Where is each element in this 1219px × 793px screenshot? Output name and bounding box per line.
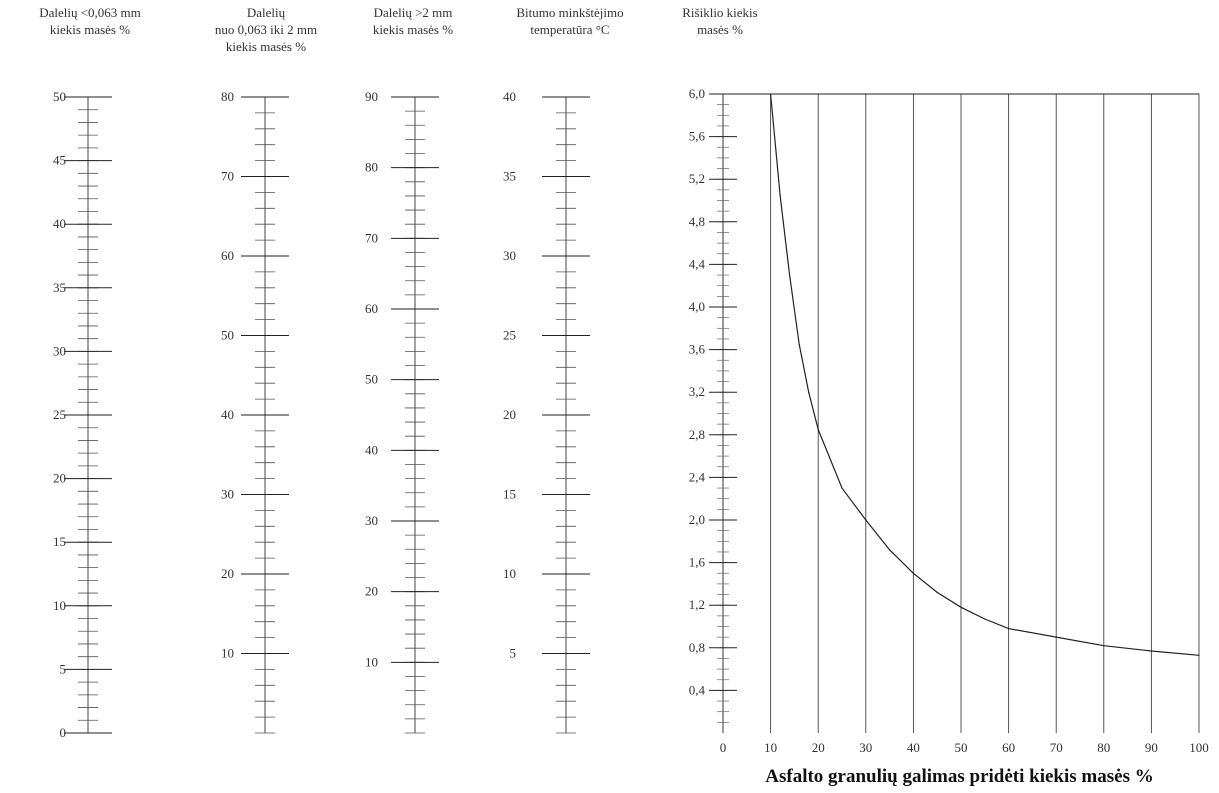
binder-curve-point (1055, 636, 1057, 638)
scale-2-tick-label: 60 (221, 248, 234, 263)
binder-curve-point (1008, 628, 1010, 630)
scale-1-tick-label: 20 (53, 471, 66, 486)
binder-curve-point (798, 343, 800, 345)
x-tick-label: 0 (720, 740, 727, 755)
scale-2-tick-label: 70 (221, 169, 234, 184)
scale-1-tick-label: 45 (53, 153, 66, 168)
binder-curve-point (808, 391, 810, 393)
scale-1-tick-label: 25 (53, 407, 66, 422)
scale-3-tick-label: 80 (365, 160, 378, 175)
y-tick-label: 4,8 (689, 214, 705, 229)
scale-4-tick-label: 15 (503, 487, 516, 502)
scale-4-tick-label: 20 (503, 407, 516, 422)
scale-binder-header: Rišiklio kiekis masės % (682, 5, 758, 37)
scale-1-tick-label: 15 (53, 534, 66, 549)
scale-3-tick-label: 90 (365, 89, 378, 104)
scale-3-tick-label: 50 (365, 372, 378, 387)
y-tick-label: 2,4 (689, 469, 706, 484)
scale-4-tick-label: 10 (503, 566, 516, 581)
x-tick-label: 10 (764, 740, 777, 755)
x-tick-label: 80 (1097, 740, 1110, 755)
scale-fines-header: Dalelių <0,063 mm kiekis masės % (39, 5, 141, 37)
y-tick-label: 3,6 (689, 342, 706, 357)
binder-curve-point (912, 572, 915, 574)
scale-2-tick-label: 20 (221, 566, 234, 581)
y-tick-label: 2,8 (689, 427, 705, 442)
y-tick-label: 5,6 (689, 129, 706, 144)
y-tick-label: 3,2 (689, 384, 705, 399)
binder-curve-point (841, 487, 843, 489)
x-tick-label: 100 (1189, 740, 1209, 755)
x-axis-title: Asfalto granulių galimas pridėti kiekis … (765, 766, 1154, 787)
scale-3-tick-label: 70 (365, 230, 378, 245)
scale-1-tick-label: 30 (53, 343, 66, 358)
binder-curve-point (789, 274, 791, 276)
scale-1-tick-label: 50 (53, 89, 66, 104)
binder-curve-point (960, 606, 962, 608)
y-tick-label: 1,6 (689, 555, 706, 570)
binder-curve-point (984, 618, 986, 620)
x-tick-label: 20 (812, 740, 825, 755)
scale-1-tick-label: 35 (53, 280, 66, 295)
y-tick-label: 0,8 (689, 640, 705, 655)
scale-1-tick-label: 5 (60, 661, 67, 676)
scale-4-tick-label: 25 (503, 328, 516, 343)
scale-4-tick-label: 35 (503, 169, 516, 184)
x-tick-label: 90 (1145, 740, 1158, 755)
scale-3-tick-label: 30 (365, 513, 378, 528)
scale-1-tick-label: 10 (53, 598, 66, 613)
scale-3-tick-label: 10 (365, 654, 378, 669)
y-tick-label: 4,4 (689, 256, 706, 271)
scale-softening-point-header: Bitumo minkštėjimo temperatūra °C (516, 5, 624, 37)
y-tick-label: 0,4 (689, 682, 706, 697)
binder-curve-point (936, 591, 938, 594)
scale-3-tick-label: 60 (365, 301, 378, 316)
x-tick-label: 30 (859, 740, 872, 755)
scale-2-tick-label: 30 (221, 487, 234, 502)
binder-curve-point (817, 428, 819, 431)
y-tick-label: 6,0 (689, 86, 705, 101)
scale-3-tick-label: 20 (365, 584, 378, 599)
scale-4-tick-label: 5 (510, 646, 517, 661)
x-tick-label: 50 (955, 740, 968, 755)
scale-2-tick-label: 10 (221, 646, 234, 661)
scale-sand-header: Dalelių nuo 0,063 iki 2 mm kiekis masės % (214, 5, 318, 54)
binder-curve-point (889, 549, 891, 551)
scale-4-tick-label: 40 (503, 89, 516, 104)
x-tick-label: 60 (1002, 740, 1015, 755)
x-tick-label: 70 (1050, 740, 1063, 755)
binder-curve-point (1103, 645, 1105, 647)
scale-coarse-header: Dalelių >2 mm kiekis masės % (372, 5, 454, 37)
scale-2-tick-label: 40 (221, 407, 234, 422)
binder-curve-point (865, 519, 867, 521)
binder-curve-point (1150, 650, 1152, 652)
y-tick-label: 4,0 (689, 299, 705, 314)
y-tick-label: 2,0 (689, 512, 705, 527)
binder-curve-point (770, 93, 772, 95)
y-tick-label: 5,2 (689, 171, 705, 186)
binder-curve-point (779, 194, 781, 196)
scale-4-tick-label: 30 (503, 248, 516, 263)
binder-curve (770, 93, 1200, 656)
x-tick-label: 40 (907, 740, 920, 755)
scale-1-tick-label: 0 (60, 725, 67, 740)
scale-3-tick-label: 40 (365, 442, 378, 457)
y-tick-label: 1,2 (689, 597, 705, 612)
scale-2-tick-label: 50 (221, 328, 234, 343)
scale-2-tick-label: 80 (221, 89, 234, 104)
binder-curve-point (1198, 654, 1200, 656)
scale-1-tick-label: 40 (53, 216, 66, 231)
